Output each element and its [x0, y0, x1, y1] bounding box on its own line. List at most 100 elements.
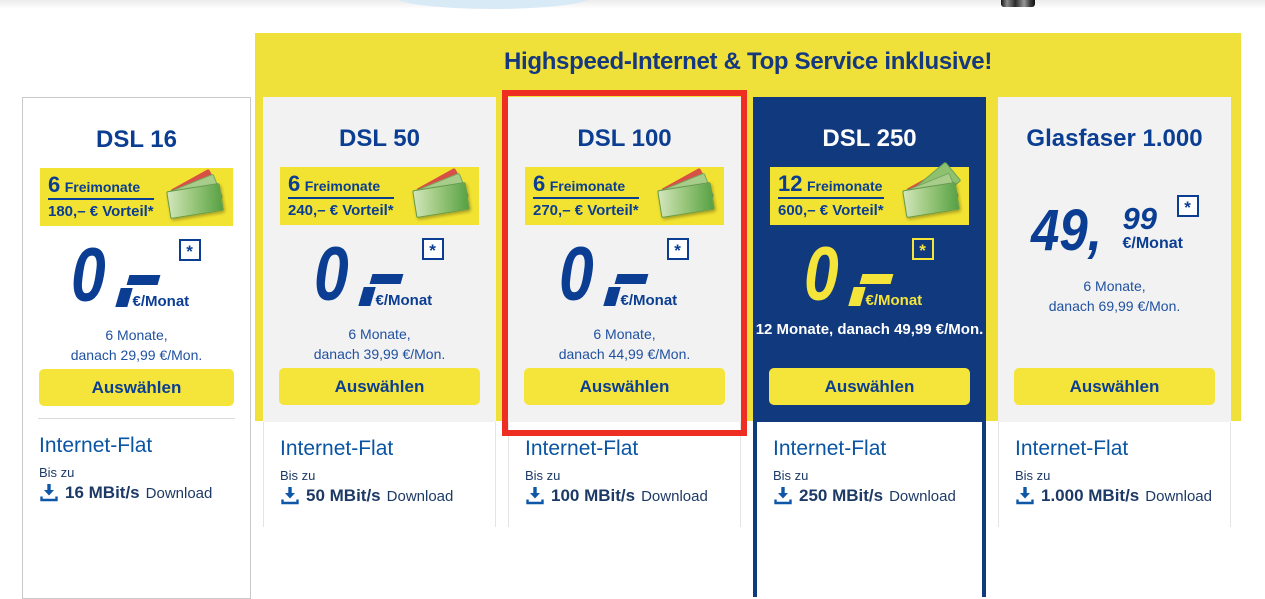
- speed-value: 100 MBit/s: [551, 486, 636, 505]
- auswaehlen-button[interactable]: Auswählen: [769, 368, 970, 405]
- speed-suffix: Download: [145, 484, 213, 502]
- highlight-box: [502, 90, 747, 436]
- download-speed-row: 16 MBit/s Download: [39, 483, 234, 503]
- tariff-card-dsl-250: DSL 250 12 Freimonate 600,– € Vorteil* 0…: [753, 97, 986, 597]
- price-dash: [859, 274, 893, 284]
- auswaehlen-button[interactable]: Auswählen: [1014, 368, 1215, 405]
- contract-terms: 6 Monate, danach 29,99 €/Mon.: [70, 327, 203, 363]
- download-icon: [39, 483, 59, 503]
- price-block: 0 * €/Monat: [70, 233, 203, 324]
- contract-terms: 6 Monate, danach 69,99 €/Mon.: [1048, 278, 1181, 314]
- price-unit: €/Monat: [620, 292, 678, 309]
- promo-badge: 12 Freimonate 600,– € Vorteil*: [770, 161, 969, 225]
- download-speed-row: 50 MBit/s Download: [280, 486, 479, 506]
- promo-badge: 6 Freimonate 180,– € Vorteil*: [40, 168, 233, 226]
- internet-flat-title: Internet-Flat: [773, 437, 887, 460]
- badge-label: Freimonate: [806, 177, 883, 194]
- internet-flat-title: Internet-Flat: [39, 434, 153, 457]
- price-cents: 99: [1122, 201, 1157, 236]
- speed-value: 50 MBit/s: [306, 486, 381, 505]
- page-top-shadow: [0, 0, 1265, 9]
- badge-value: 600,– € Vorteil*: [778, 201, 884, 219]
- speed-value: 1.000 MBit/s: [1041, 486, 1140, 505]
- badge-months: 6: [288, 170, 301, 196]
- tariff-card-dsl-16: DSL 16 6 Freimonate 180,– € Vorteil* 0 *…: [22, 97, 251, 599]
- price-amount: 49,: [1030, 198, 1102, 263]
- auswaehlen-button[interactable]: Auswählen: [279, 368, 480, 405]
- badge-label: Freimonate: [64, 178, 141, 195]
- price-unit: €/Monat: [865, 292, 923, 309]
- card-title: DSL 100: [577, 125, 672, 152]
- asterisk-badge: *: [178, 239, 201, 261]
- speed-suffix: Download: [1145, 487, 1212, 505]
- divider: [38, 418, 235, 419]
- badge-label: Freimonate: [304, 177, 381, 194]
- download-icon: [773, 486, 793, 506]
- price-comma: [847, 287, 866, 306]
- router-image-cutoff: [1001, 0, 1035, 7]
- asterisk-badge: *: [911, 238, 934, 260]
- download-icon: [280, 486, 300, 506]
- tariff-card-dsl-100: DSL 100 6 Freimonate 270,– € Vorteil* 0 …: [508, 97, 741, 527]
- decorative-arc: [393, 0, 593, 9]
- price-comma: [357, 287, 376, 306]
- speed-suffix: Download: [889, 487, 956, 505]
- card-title: Glasfaser 1.000: [1026, 125, 1203, 152]
- badge-months: 12: [778, 170, 803, 196]
- price-dash: [369, 274, 403, 284]
- asterisk-badge: *: [421, 238, 444, 260]
- internet-flat-title: Internet-Flat: [525, 437, 639, 460]
- auswaehlen-button[interactable]: Auswählen: [524, 368, 725, 405]
- asterisk-badge: *: [666, 238, 689, 260]
- price-amount: 0: [803, 232, 839, 317]
- badge-value: 270,– € Vorteil*: [533, 201, 639, 219]
- price-amount: 0: [313, 232, 349, 317]
- card-title: DSL 50: [339, 125, 420, 152]
- euro-banknotes-icon: [163, 168, 225, 221]
- badge-label: Freimonate: [549, 177, 626, 194]
- price-amount: 0: [558, 232, 594, 317]
- euro-banknotes-icon: [899, 161, 962, 220]
- speed-value: 16 MBit/s: [65, 483, 140, 502]
- price-unit: €/Monat: [1122, 235, 1183, 252]
- price-unit: €/Monat: [132, 293, 190, 310]
- banner-title: Highspeed-Internet & Top Service inklusi…: [503, 48, 993, 75]
- price-amount: 0: [70, 233, 106, 318]
- bis-zu-label: Bis zu: [773, 468, 809, 483]
- speed-suffix: Download: [641, 487, 708, 505]
- promo-badge: 6 Freimonate 240,– € Vorteil*: [280, 167, 479, 225]
- euro-banknotes-icon: [409, 167, 471, 220]
- price-block: 49, 99 * €/Monat: [1030, 195, 1199, 277]
- download-speed-row: 100 MBit/s Download: [525, 486, 724, 506]
- download-speed-row: 1.000 MBit/s Download: [1015, 486, 1214, 506]
- badge-months: 6: [48, 171, 61, 197]
- price-block: 0 * €/Monat: [558, 232, 691, 323]
- contract-terms: 12 Monate, danach 49,99 €/Mon.: [755, 321, 984, 338]
- price-dash: [126, 275, 160, 285]
- card-title: DSL 250: [822, 125, 917, 152]
- tariff-card-dsl-50: DSL 50 6 Freimonate 240,– € Vorteil* 0 *…: [263, 97, 496, 527]
- promo-badge: 6 Freimonate 270,– € Vorteil*: [525, 167, 724, 225]
- card-title: DSL 16: [96, 126, 177, 153]
- price-block: 0 * €/Monat: [313, 232, 446, 323]
- download-speed-row: 250 MBit/s Download: [773, 486, 966, 506]
- asterisk-badge: *: [1176, 195, 1199, 217]
- badge-value: 180,– € Vorteil*: [48, 202, 154, 220]
- download-icon: [1015, 486, 1035, 506]
- badge-months: 6: [533, 170, 546, 196]
- bis-zu-label: Bis zu: [525, 468, 561, 483]
- bis-zu-label: Bis zu: [1015, 468, 1051, 483]
- contract-terms: 6 Monate, danach 44,99 €/Mon.: [558, 326, 691, 362]
- internet-flat-title: Internet-Flat: [280, 437, 394, 460]
- download-icon: [525, 486, 545, 506]
- bis-zu-label: Bis zu: [39, 465, 75, 480]
- badge-value: 240,– € Vorteil*: [288, 201, 394, 219]
- contract-terms: 6 Monate, danach 39,99 €/Mon.: [313, 326, 446, 362]
- price-block: 0 * €/Monat: [803, 232, 936, 323]
- speed-suffix: Download: [386, 487, 454, 505]
- speed-value: 250 MBit/s: [799, 486, 884, 505]
- price-unit: €/Monat: [375, 292, 433, 309]
- tariff-card-glasfaser-1000: Glasfaser 1.000 49, 99 * €/Monat 6 Monat…: [998, 97, 1231, 527]
- auswaehlen-button[interactable]: Auswählen: [39, 369, 234, 406]
- bis-zu-label: Bis zu: [280, 468, 316, 483]
